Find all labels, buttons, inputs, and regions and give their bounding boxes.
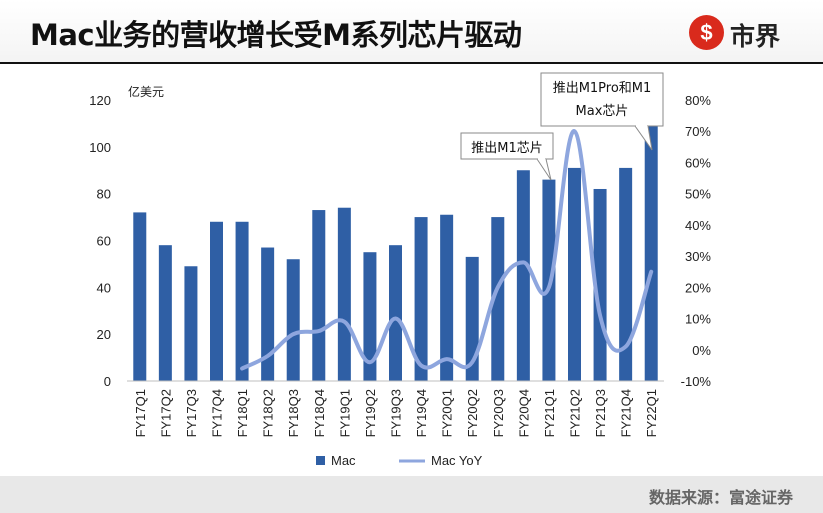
- bar-mac: [337, 207, 351, 381]
- legend-label: Mac YoY: [431, 453, 483, 468]
- category-label: FY19Q4: [414, 389, 429, 437]
- right-tick-label: 10%: [685, 312, 711, 327]
- callout-box: [540, 72, 664, 127]
- bar-mac: [158, 245, 172, 381]
- category-label: FY19Q2: [363, 389, 378, 437]
- category-label: FY17Q3: [184, 389, 199, 437]
- callout-text: Max芯片: [576, 104, 629, 119]
- bar-mac: [363, 252, 377, 381]
- bar-mac: [184, 266, 198, 381]
- category-label: FY20Q4: [516, 389, 531, 437]
- category-label: FY17Q1: [133, 389, 148, 437]
- category-label: FY21Q3: [593, 389, 608, 437]
- left-tick-label: 20: [97, 327, 111, 342]
- right-tick-label: 0%: [692, 343, 711, 358]
- right-tick-label: 80%: [685, 93, 711, 108]
- left-tick-label: 120: [89, 93, 111, 108]
- category-label: FY19Q1: [337, 389, 352, 437]
- left-tick-label: 0: [104, 374, 111, 389]
- bar-mac: [414, 217, 428, 381]
- category-label: FY21Q4: [619, 389, 634, 437]
- left-axis-ticks: 0 20 40 60 80 100 120: [89, 93, 111, 389]
- bar-mac: [568, 167, 581, 381]
- legend-item-mac-yoy: Mac YoY: [399, 453, 483, 468]
- category-label: FY18Q2: [261, 389, 276, 437]
- dollar-icon: $: [689, 15, 724, 50]
- category-label: FY19Q3: [389, 389, 404, 437]
- legend-swatch-bar: [316, 456, 325, 465]
- bar-mac: [619, 167, 633, 381]
- left-tick-label: 80: [97, 187, 111, 202]
- bar-mac: [440, 214, 454, 381]
- right-tick-label: 60%: [685, 155, 711, 170]
- bar-mac: [210, 221, 223, 381]
- left-tick-label: 40: [97, 280, 111, 295]
- mac-revenue-chart: 亿美元 0 20 40 60 80 100 120 -10% 0% 10% 20% 30% 40% 50…: [89, 72, 712, 468]
- category-labels: FY17Q1 FY17Q2 FY17Q3 FY17Q4 FY18Q1 FY18Q2 FY18…: [133, 389, 659, 437]
- bar-mac: [235, 221, 249, 381]
- right-tick-label: 30%: [685, 249, 711, 264]
- right-tick-label: 50%: [685, 187, 711, 202]
- callout-text: 推出M1芯片: [471, 141, 543, 156]
- source-note: 数据来源：富途证券: [648, 488, 793, 507]
- legend-item-mac: Mac: [316, 453, 356, 468]
- category-label: FY20Q1: [440, 389, 455, 437]
- right-tick-label: 40%: [685, 218, 711, 233]
- category-label: FY21Q2: [568, 389, 583, 437]
- header: Mac业务的营收增长受M系列芯片驱动 $ 市界: [0, 0, 823, 64]
- right-tick-label: -10%: [681, 374, 712, 389]
- callout-box: [460, 132, 554, 160]
- left-tick-label: 60: [97, 234, 111, 249]
- logo-text: 市界: [730, 22, 781, 51]
- mac-yoy-line: [240, 129, 654, 371]
- right-axis-ticks: -10% 0% 10% 20% 30% 40% 50% 60% 70% 80%: [681, 93, 712, 389]
- bar-mac: [133, 212, 147, 381]
- left-tick-label: 100: [89, 140, 111, 155]
- annotation-callout: 推出M1Pro和M1 Max芯片: [540, 72, 664, 151]
- category-label: FY18Q1: [235, 389, 250, 437]
- category-label: FY17Q2: [158, 389, 173, 437]
- right-tick-label: 20%: [685, 280, 711, 295]
- y-axis-unit-label: 亿美元: [128, 84, 164, 99]
- annotations: 推出M1芯片 推出M1Pro和M1 Max芯片: [460, 72, 664, 181]
- category-label: FY18Q3: [286, 389, 301, 437]
- category-label: FY22Q1: [644, 389, 659, 437]
- header-divider: [0, 62, 823, 64]
- annotation-callout: 推出M1芯片: [460, 132, 554, 181]
- bar-mac: [644, 125, 658, 381]
- bar-mac: [261, 247, 275, 381]
- callout-pointer: [634, 125, 653, 151]
- category-label: FY20Q2: [465, 389, 480, 437]
- bar-mac: [389, 245, 402, 381]
- callout-text: 推出M1Pro和M1: [553, 81, 652, 96]
- bar-mac: [491, 217, 505, 381]
- footer: 数据来源：富途证券: [0, 476, 823, 513]
- legend-label: Mac: [331, 453, 356, 468]
- category-label: FY20Q3: [491, 389, 506, 437]
- right-tick-label: 70%: [685, 124, 711, 139]
- chart-legend: Mac Mac YoY: [316, 453, 483, 468]
- callout-pointer: [536, 158, 552, 181]
- bar-mac: [312, 210, 326, 381]
- page-title: Mac业务的营收增长受M系列芯片驱动: [30, 18, 522, 52]
- mac-bars: [133, 125, 658, 381]
- category-label: FY21Q1: [542, 389, 557, 437]
- bar-mac: [516, 170, 530, 381]
- bar-mac: [465, 256, 479, 381]
- category-label: FY18Q4: [312, 389, 327, 437]
- bar-mac: [286, 259, 300, 381]
- category-label: FY17Q4: [210, 389, 225, 437]
